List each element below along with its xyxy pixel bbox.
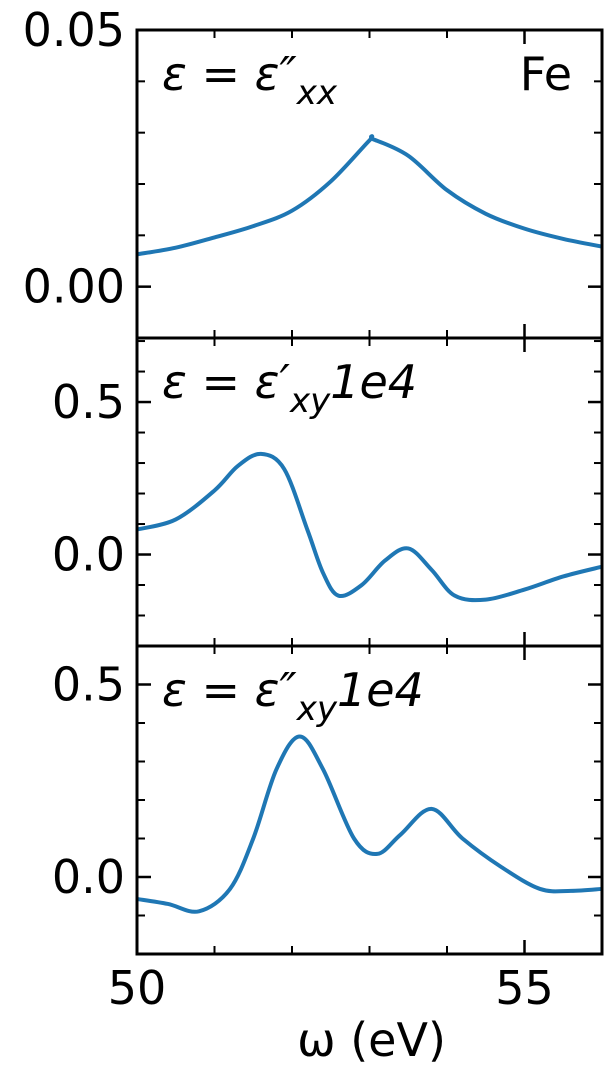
panel-annotation: ε = ε″xx	[162, 47, 338, 113]
x-axis-label: ω (eV)	[297, 1013, 446, 1067]
y-tick-label: 0.05	[23, 3, 125, 57]
y-tick-label: 0.5	[52, 658, 125, 712]
y-tick-label: 0.0	[52, 528, 125, 582]
x-tick-label: 55	[495, 961, 554, 1015]
y-tick-label: 0.0	[52, 850, 125, 904]
panel: 0.0 0.5 50 55 ε = ε″xy1e4 ω (eV)	[52, 644, 604, 1067]
annotation-sub: xy	[296, 689, 338, 729]
annotation-suffix: 1e4	[337, 663, 424, 717]
x-tick-label: 50	[108, 961, 167, 1015]
annotation-main: ε = ε″	[162, 663, 297, 717]
axes-frame	[135, 644, 604, 956]
y-tick-label: 0.00	[23, 260, 125, 314]
panel: 0.0 0.5 ε = ε′xy1e4	[52, 336, 604, 648]
annotation-main: ε = ε″	[162, 47, 297, 101]
line-series	[136, 134, 603, 257]
annotation-sub: xy	[289, 381, 331, 421]
panel-annotation: ε = ε″xy1e4	[162, 663, 424, 729]
line-series	[136, 451, 603, 603]
annotation-main: ε = ε′	[162, 355, 291, 409]
y-tick-label: 0.5	[52, 375, 125, 429]
panel: 0.00 0.05 ε = ε″xx Fe	[23, 3, 604, 340]
panel-annotation: ε = ε′xy1e4	[162, 355, 417, 421]
line-series	[136, 734, 603, 914]
annotation-sub: xx	[296, 73, 338, 113]
annotation-suffix: 1e4	[330, 355, 417, 409]
element-label: Fe	[520, 47, 572, 101]
